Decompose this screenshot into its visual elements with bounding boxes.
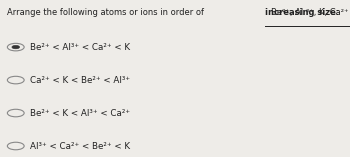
Text: Be²⁺, Al ³⁺, K, Ca²⁺: Be²⁺, Al ³⁺, K, Ca²⁺ [271, 8, 348, 17]
Text: Arrange the following atoms or ions in order of: Arrange the following atoms or ions in o… [7, 8, 206, 17]
Text: Be²⁺ < Al³⁺ < Ca²⁺ < K: Be²⁺ < Al³⁺ < Ca²⁺ < K [30, 43, 130, 52]
Text: Al³⁺ < Ca²⁺ < Be²⁺ < K: Al³⁺ < Ca²⁺ < Be²⁺ < K [30, 141, 130, 151]
Circle shape [12, 45, 20, 49]
Text: Be²⁺ < K < Al³⁺ < Ca²⁺: Be²⁺ < K < Al³⁺ < Ca²⁺ [30, 108, 130, 118]
Text: increasing size:: increasing size: [265, 8, 339, 17]
Text: Ca²⁺ < K < Be²⁺ < Al³⁺: Ca²⁺ < K < Be²⁺ < Al³⁺ [30, 76, 130, 85]
